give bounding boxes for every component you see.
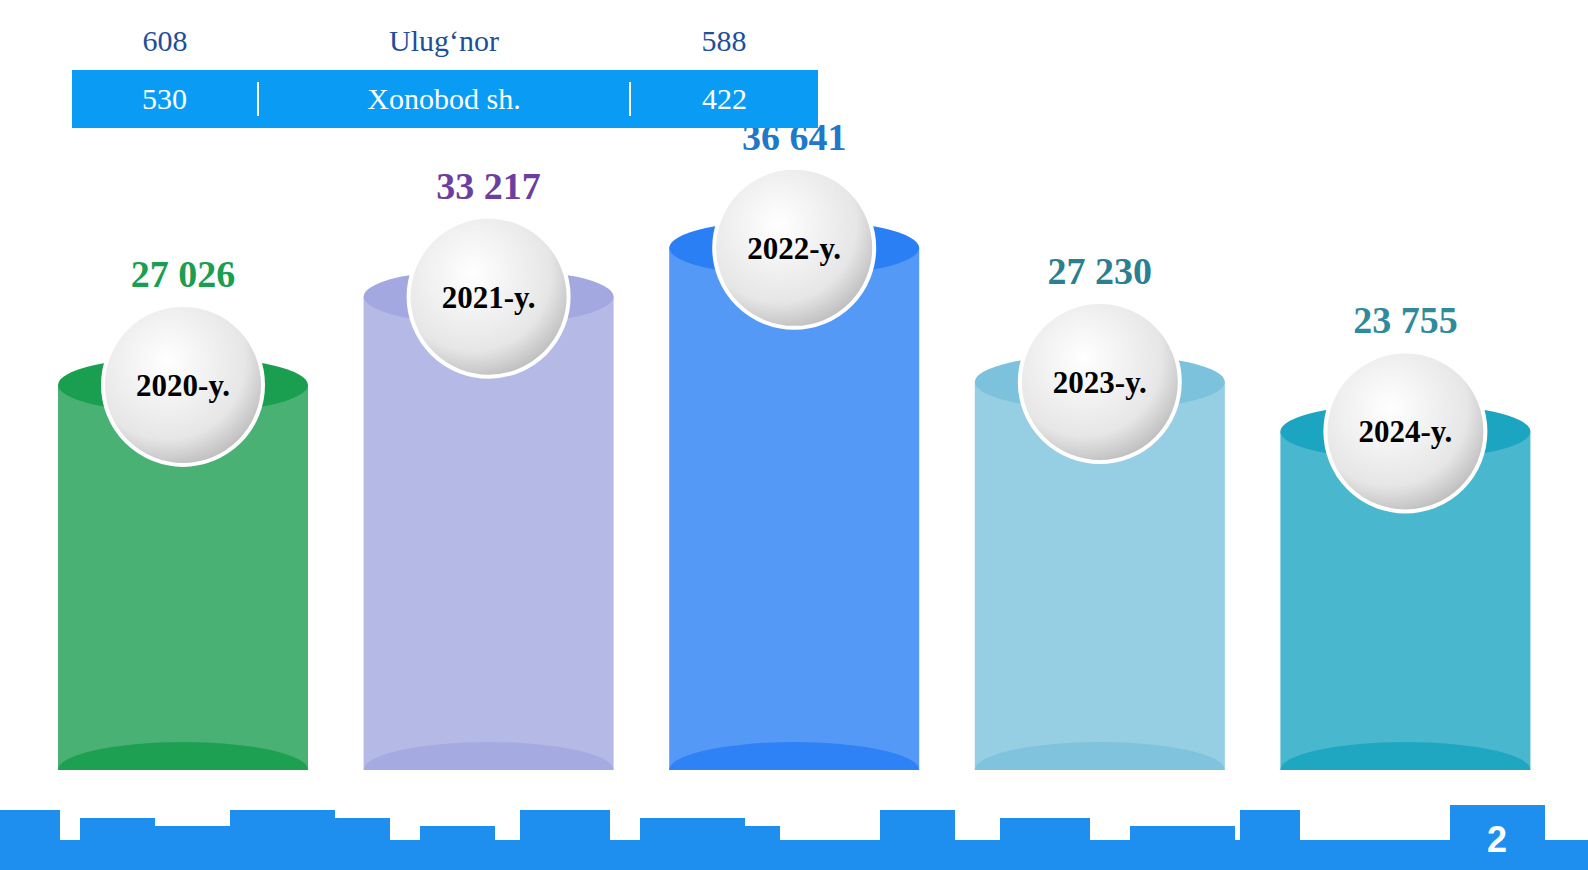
html-text:422: 422 xyxy=(702,82,747,115)
svg-text:2021-y.: 2021-y. xyxy=(442,280,536,315)
html-text:530: 530 xyxy=(142,82,187,115)
svg-text:2020-y.: 2020-y. xyxy=(136,368,230,403)
svg-text:2: 2 xyxy=(1487,819,1507,860)
svg-text:33 217: 33 217 xyxy=(436,165,541,207)
svg-text:2024-y.: 2024-y. xyxy=(1358,414,1452,449)
svg-text:23 755: 23 755 xyxy=(1353,299,1458,341)
svg-text:2023-y.: 2023-y. xyxy=(1053,365,1147,400)
svg-text:27 026: 27 026 xyxy=(131,253,236,295)
svg-text:2022-y.: 2022-y. xyxy=(747,231,841,266)
html-text:Xonobod sh.: Xonobod sh. xyxy=(367,82,521,115)
svg-text:36 641: 36 641 xyxy=(742,115,847,158)
html-text:588: 588 xyxy=(701,24,747,57)
html-text:Ulug‘nor: Ulug‘nor xyxy=(389,24,499,57)
svg-text:27 230: 27 230 xyxy=(1048,250,1153,292)
html-text:608: 608 xyxy=(142,24,188,57)
